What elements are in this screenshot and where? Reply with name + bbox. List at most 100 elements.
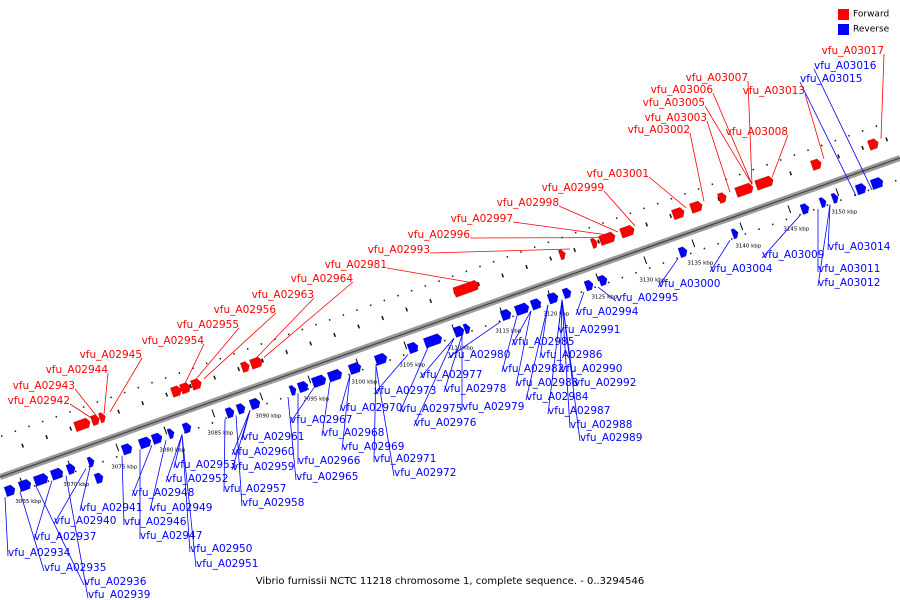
forward-gene-block-shape [178,382,191,395]
leader-line [241,410,251,441]
gene-label: vfu_A02991 [558,324,620,336]
forward-strand-tick [165,392,169,397]
axis-inner-line [0,157,900,478]
gene-label: vfu_A02972 [394,467,456,479]
reverse-gene-block-shape [347,361,362,376]
gene-label: vfu_A02947 [140,530,202,542]
gene-label: vfu_A02994 [576,306,639,318]
reverse-gene-block [373,352,388,366]
forward-strand-tick [45,434,49,440]
leader-line [203,312,277,379]
reverse-gene-block-shape [86,456,95,468]
leader-line [4,497,9,557]
gene-label: vfu_A02936 [84,576,147,588]
ruler-tick [595,273,600,282]
forward-gene-block [618,224,635,239]
reverse-gene-block [235,403,246,415]
gene-label: vfu_A02965 [296,471,358,483]
leader-line [558,205,619,233]
leader-line [447,321,502,359]
ruler-tick-label: 3110 kbp [447,346,473,352]
reverse-gene-block [529,298,542,311]
forward-gene-block-shape [589,237,598,249]
leader-line [181,434,197,568]
reverse-gene-block-shape [546,292,559,305]
reverse-gene-block [347,361,362,376]
gene-label: vfu_A02951 [196,558,258,570]
leader-line [689,132,705,202]
gene-label: vfu_A02952 [166,473,228,485]
legend-reverse: Reverse [838,24,889,35]
gene-label: vfu_A02995 [616,292,678,304]
forward-strand-tick [69,426,73,431]
forward-strand-tick [573,247,577,253]
gene-label: vfu_A02966 [298,455,361,467]
leader-line [192,327,240,383]
reverse-gene-block [93,472,104,485]
reverse-gene-block [224,406,235,419]
forward-strand-tick [333,332,337,338]
gene-label: vfu_A02993 [368,244,430,256]
reverse-gene-block [181,422,192,435]
leader-line [235,415,243,507]
reverse-gene-block-shape [818,197,827,209]
gene-label: vfu_A03009 [762,249,824,261]
reverse-gene-block-shape [326,368,343,383]
gene-label: vfu_A03013 [743,85,805,97]
gene-label: vfu_A02946 [124,516,187,528]
gene-label: vfu_A03004 [710,263,773,275]
forward-strand-tick [597,239,601,244]
forward-gene-block-shape [598,231,616,247]
gene-label: vfu_A03006 [651,84,714,96]
forward-gene-block [97,412,106,424]
leader-line [399,347,429,413]
leader-line [511,310,532,346]
leader-line [525,304,549,401]
reverse-gene-block [288,384,297,397]
leader-line [35,486,85,586]
reverse-gene-block-shape [561,287,572,300]
leader-line [373,365,377,463]
gene-label: vfu_A02980 [448,349,510,361]
reverse-gene-block [17,478,32,493]
forward-strand-tick [405,307,409,312]
gene-label: vfu_A02973 [374,385,436,397]
reverse-gene-block-shape [120,443,133,456]
leader-line [559,299,563,373]
reverse-gene-block-shape [422,333,443,349]
ruler-tick-label: 3120 kbp [543,312,569,318]
leader-line [603,190,636,227]
gene-label: vfu_A02998 [497,197,559,209]
reverse-gene-block [730,228,739,240]
leader-line [231,410,251,456]
forward-gene-block-shape [239,361,250,374]
ruler-tick-label: 3105 kbp [399,363,425,369]
leader-line [65,475,89,599]
ruler-tick [163,426,168,435]
reverse-gene-block [561,287,572,300]
leader-line [173,434,183,469]
reverse-gene-block-shape [583,279,594,292]
reverse-gene-block [677,246,688,259]
leader-line [817,204,831,287]
gene-label: vfu_A03008 [726,126,788,138]
gene-label: vfu_A02983 [516,377,578,389]
ruler-tick-label: 3085 kbp [207,431,233,437]
gene-label: vfu_A02975 [400,403,462,415]
leader-line [181,434,191,553]
gene-label: vfu_A02964 [291,273,354,285]
leader-line [339,374,351,412]
leader-line [712,92,753,185]
forward-gene-block-shape [716,192,727,204]
forward-gene-block-shape [97,412,106,424]
reverse-gene-block [513,302,530,317]
reverse-gene-block [452,325,465,338]
leader-line [121,455,125,526]
forward-gene-block [809,158,822,171]
gene-label: vfu_A03002 [628,124,690,136]
leader-line [704,105,753,185]
reverse-gene-block-shape [288,384,297,397]
gene-label: vfu_A02957 [224,483,286,495]
gene-label: vfu_A03016 [814,60,877,72]
forward-gene-block-shape [734,182,754,198]
